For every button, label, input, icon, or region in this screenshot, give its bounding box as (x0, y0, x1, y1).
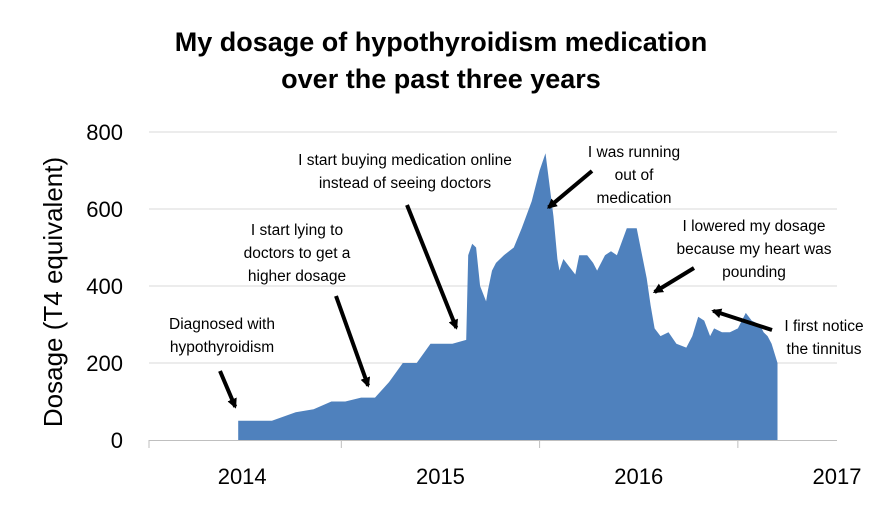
x-tick-label-2016: 2016 (614, 464, 663, 489)
annotation-4-arrow (547, 169, 594, 209)
annotation-4-text-line-1: I was running (588, 144, 680, 161)
annotation-1: Diagnosed with hypothyroidism (169, 316, 275, 409)
x-tick-label-2014: 2014 (218, 464, 267, 489)
annotation-5-text-line-2: because my heart was (676, 241, 831, 258)
annotation-2-text-line-3: higher dosage (248, 268, 346, 285)
axes: 2014 2015 2016 2017 0 200 400 600 800 Dosage (T4 … (38, 120, 861, 489)
annotation-5-text-line-3: pounding (722, 264, 786, 281)
annotation-5-text-line-1: I lowered my dosage (682, 218, 825, 235)
annotation-6-text-line-1: I first notice (784, 318, 863, 335)
x-tick-label-2015: 2015 (416, 464, 465, 489)
annotation-3: I start buying medication online instead … (298, 152, 512, 330)
annotation-4-text-line-3: medication (597, 190, 672, 207)
annotation-6-text-line-2: the tinnitus (787, 341, 862, 358)
annotation-2-text-line-2: doctors to get a (244, 245, 351, 262)
y-tick-label-200: 200 (86, 351, 123, 376)
annotation-1-arrow (218, 370, 238, 409)
annotation-1-text-line-1: Diagnosed with (169, 316, 275, 333)
annotation-5-arrow (652, 266, 696, 294)
annotation-2-arrow (334, 295, 371, 388)
annotation-2: I start lying to doctors to get a higher d… (244, 222, 371, 388)
y-tick-label-400: 400 (86, 274, 123, 299)
annotation-4: I was running out of medication (547, 144, 680, 209)
chart-title: My dosage of hypothyroidism medication ov… (175, 27, 708, 94)
annotation-3-text-line-2: instead of seeing doctors (319, 175, 492, 192)
annotation-3-arrow (405, 204, 459, 330)
y-tick-label-0: 0 (111, 428, 123, 453)
annotation-5: I lowered my dosage because my heart was p… (652, 218, 832, 294)
annotation-4-text-line-2: out of (615, 167, 654, 184)
chart-title-line-1: My dosage of hypothyroidism medication (175, 27, 708, 57)
x-tick-label-2017: 2017 (813, 464, 862, 489)
annotation-3-text-line-1: I start buying medication online (298, 152, 512, 169)
chart-title-line-2: over the past three years (281, 64, 601, 94)
annotation-2-text-line-1: I start lying to (251, 222, 343, 239)
y-tick-label-600: 600 (86, 197, 123, 222)
annotation-6-arrow (711, 308, 773, 332)
area-series-0 (238, 153, 778, 440)
y-axis-label: Dosage (T4 equivalent) (38, 157, 68, 427)
y-tick-label-800: 800 (86, 120, 123, 145)
area-series-group (238, 153, 778, 440)
annotation-1-text-line-2: hypothyroidism (170, 339, 274, 356)
annotation-6: I first notice the tinnitus (711, 308, 864, 358)
